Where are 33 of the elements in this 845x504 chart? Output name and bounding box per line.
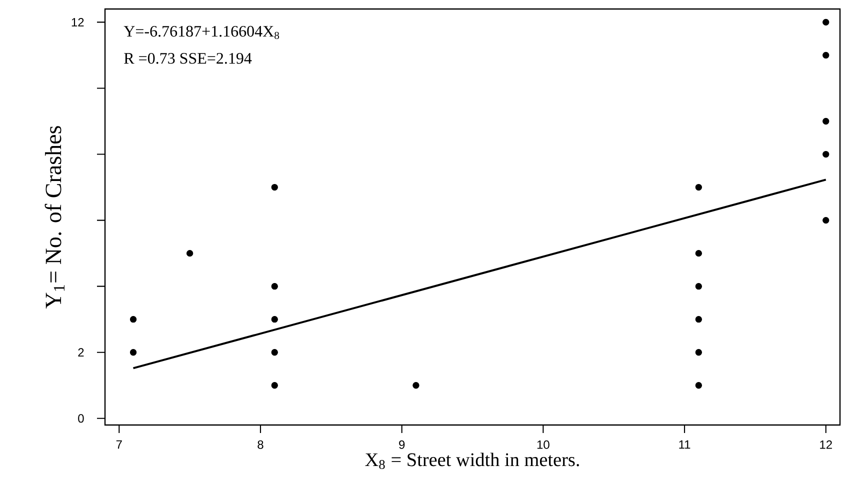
y-tick-label: 2 [78,348,84,357]
point [271,349,278,356]
annotation: Y=-6.76187+1.16604X$_{8}$ [124,26,280,40]
annotation: R =0.73 SSE=2.194 [124,52,252,64]
point [271,316,278,323]
y-tick-label: 0 [78,414,84,423]
point [186,250,194,257]
point [695,382,702,389]
point [130,349,137,356]
point [822,216,830,224]
x-tick-label: 7 [116,440,122,449]
point [822,118,830,125]
point [695,282,702,290]
point [822,150,830,158]
point [271,184,278,191]
point [271,382,278,389]
point [695,316,702,323]
point [822,18,830,26]
point [412,382,420,389]
x-tick-label: 12 [820,440,832,449]
point [130,316,137,323]
y-axis-title: Y$_{1}$= No. of Crashes [44,126,64,309]
point [822,52,830,59]
x-tick-label: 8 [258,440,264,449]
x-tick-label: 11 [679,440,690,449]
x-tick-label: 9 [399,440,405,449]
x-tick-label: 10 [537,440,550,449]
point [695,250,702,257]
point [695,184,702,191]
x-axis-title: X$_{8}$ = Street width in meters. [365,452,579,470]
point [695,349,702,356]
point [271,282,278,290]
y-tick-label: 12 [72,18,84,26]
